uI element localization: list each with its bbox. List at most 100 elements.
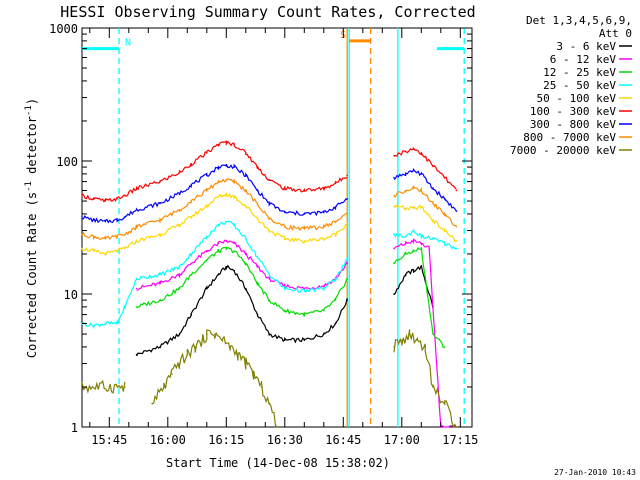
data-point-800-7000-kev [178,208,181,211]
data-point-25-50-kev [346,259,349,261]
data-point-6-12-kev [159,282,161,285]
x-tick-label: 17:00 [384,433,420,447]
data-point-800-7000-kev [303,227,306,230]
data-point-100-300-kev [92,198,95,200]
data-point-50-100-kev [334,233,337,236]
data-point-100-300-kev [190,163,192,165]
data-point-3-6-kev [225,266,228,268]
data-point-800-7000-kev [346,213,349,215]
data-point-3-6-kev [268,333,271,335]
data-point-12-25-kev [346,278,349,280]
data-point-25-50-kev [455,247,458,250]
data-point-800-7000-kev [393,194,395,197]
data-point-6-12-kev [256,266,259,268]
data-point-6-12-kev [404,242,407,245]
data-point-100-300-kev [233,143,235,146]
data-point-300-800-kev [404,173,407,175]
data-point-3-6-kev [233,269,235,272]
data-point-25-50-kev [104,322,107,325]
data-point-25-50-kev [393,233,395,236]
data-point-6-12-kev [346,262,349,265]
series-line-6-12-kev [136,238,457,429]
data-point-50-100-kev [245,205,247,207]
data-point-50-100-kev [323,238,325,240]
data-point-300-800-kev [432,187,434,190]
data-point-100-300-kev [178,171,181,174]
data-point-6-12-kev [233,242,235,245]
legend-header-line-1: Det 1,3,4,5,6,9, [526,14,632,27]
series-line-300-800-kev [81,163,457,224]
legend-header-line-2: Att 0 [599,27,632,40]
y-axis-label-mid: detector [25,116,39,181]
x-tick-label: 17:15 [442,433,478,447]
data-point-12-25-kev [233,250,235,252]
y-tick-label: 1 [71,421,78,435]
data-point-800-7000-kev [104,238,107,240]
data-point-50-100-kev [346,222,349,225]
data-point-50-100-kev [432,219,434,221]
y-axis-label-sup2: -1 [24,105,34,116]
data-point-3-6-kev [404,273,407,276]
x-tick-label: 15:45 [91,433,127,447]
data-point-25-50-kev [432,238,434,240]
data-point-3-6-kev [245,287,247,290]
data-point-800-7000-kev [256,203,259,206]
data-point-7000-20000-kev [443,402,446,405]
legend-label-100-300-kev: 100 - 300 keV [530,105,616,118]
data-point-3-6-kev [256,313,259,316]
data-point-12-25-kev [178,287,181,290]
plot-frame [81,27,473,428]
data-point-6-12-kev [135,287,138,290]
data-point-12-25-kev [432,333,434,335]
data-point-300-800-kev [225,164,228,166]
data-point-6-12-kev [323,285,325,287]
data-point-7000-20000-kev [178,362,181,365]
data-point-12-25-kev [443,346,446,348]
y-axis-label-main: Corrected Count Rate (s [25,192,39,358]
data-point-25-50-kev [116,322,118,325]
data-point-300-800-kev [159,202,161,205]
data-point-6-12-kev [428,247,430,250]
data-point-3-6-kev [178,333,181,335]
data-point-7000-20000-kev [268,402,271,405]
data-point-100-300-kev [420,152,423,154]
data-point-3-6-kev [420,266,423,268]
data-point-25-50-kev [323,287,325,290]
data-point-50-100-kev [256,217,259,220]
y-tick-label: 10 [64,288,78,302]
data-point-25-50-kev [135,278,138,280]
data-point-6-12-kev [245,253,247,255]
data-point-3-6-kev [217,273,220,276]
data-point-7000-20000-kev [416,339,419,341]
legend-label-25-50-kev: 25 - 50 keV [543,79,616,92]
data-point-7000-20000-kev [163,386,165,388]
data-point-3-6-kev [284,339,286,341]
data-point-800-7000-kev [334,220,337,223]
data-point-100-300-kev [124,194,126,197]
data-point-7000-20000-kev [260,386,263,388]
data-point-50-100-kev [81,247,83,250]
data-point-50-100-kev [284,238,286,240]
axis-layer: 1 10 100 1000 15:45 16:00 16:15 16:30 16:45 17:00… [49,22,478,447]
data-point-100-300-kev [268,179,271,181]
data-point-7000-20000-kev [408,333,411,335]
data-point-100-300-kev [104,200,107,202]
data-point-3-6-kev [412,269,415,272]
data-point-3-6-kev [190,313,192,316]
data-point-12-25-kev [190,273,192,276]
data-point-800-7000-kev [124,233,126,236]
data-point-6-12-kev [420,242,423,245]
data-point-300-800-kev [116,219,118,221]
data-point-800-7000-kev [284,226,286,228]
data-point-7000-20000-kev [245,362,247,365]
data-point-7000-20000-kev [186,353,189,356]
data-point-6-12-kev [217,242,220,245]
data-point-50-100-kev [124,247,126,250]
data-point-6-12-kev [225,240,228,242]
data-point-25-50-kev [334,278,337,280]
data-point-3-6-kev [159,346,161,348]
data-point-7000-20000-kev [194,346,196,348]
data-point-6-12-kev [412,240,415,242]
data-point-800-7000-kev [81,233,83,236]
annotation-layer: NS [82,28,465,427]
